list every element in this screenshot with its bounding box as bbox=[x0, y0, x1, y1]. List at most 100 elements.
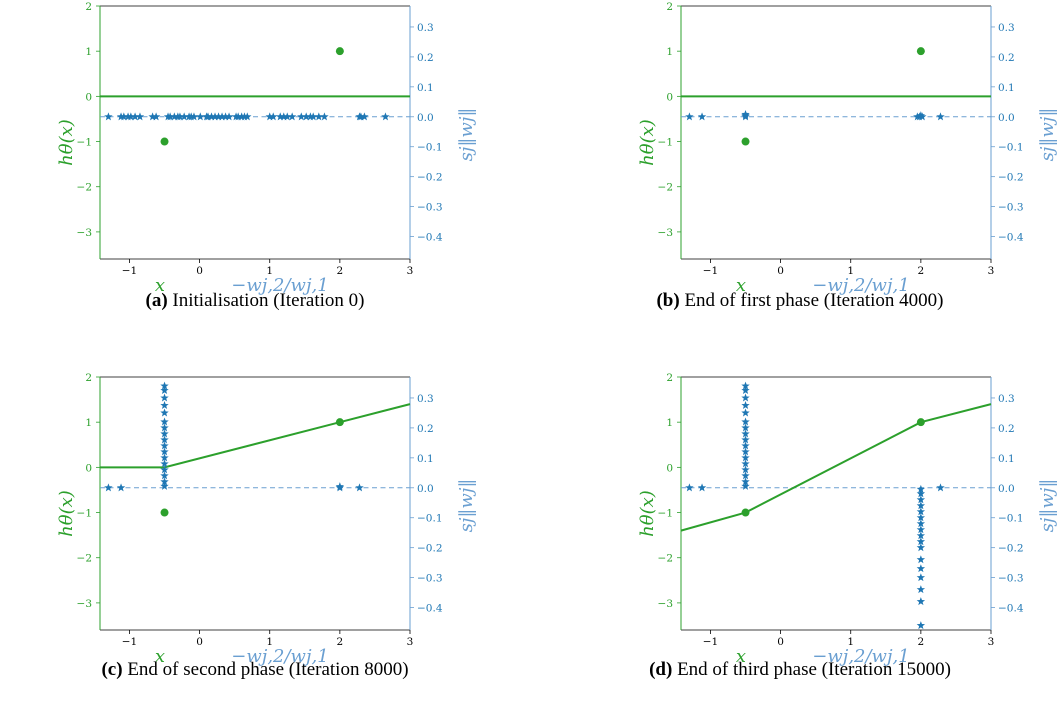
right-y-tick-label: −0.1 bbox=[998, 513, 1024, 525]
x-tick-label: 2 bbox=[918, 265, 925, 277]
neuron-star bbox=[741, 465, 750, 474]
neuron-star bbox=[160, 386, 169, 395]
neuron-star bbox=[126, 112, 136, 121]
left-y-tick-label: −3 bbox=[658, 227, 673, 239]
training-point bbox=[741, 137, 750, 146]
right-y-tick-label: 0.1 bbox=[998, 82, 1015, 94]
neuron-star bbox=[160, 477, 169, 486]
neuron-star bbox=[741, 453, 750, 462]
neuron-star bbox=[741, 401, 750, 409]
left-y-tick-label: −1 bbox=[658, 508, 673, 520]
neuron-star bbox=[302, 112, 311, 121]
left-y-tick-label: 0 bbox=[666, 462, 673, 474]
neuron-star bbox=[355, 483, 364, 492]
neuron-star bbox=[314, 112, 324, 121]
neuron-star bbox=[741, 417, 750, 426]
neuron-star bbox=[309, 112, 318, 121]
neuron-star bbox=[916, 573, 926, 582]
neuron-star bbox=[269, 112, 278, 121]
left-y-tick-label: 1 bbox=[666, 46, 673, 58]
neuron-star bbox=[916, 513, 926, 522]
x-tick-label: −1 bbox=[703, 265, 718, 277]
training-point bbox=[335, 47, 344, 56]
x-tick-label: 0 bbox=[196, 636, 203, 648]
right-y-tick-label: −0.4 bbox=[417, 603, 443, 615]
x-tick-label: 3 bbox=[407, 636, 414, 648]
neuron-star bbox=[741, 459, 750, 468]
x-tick-label: 1 bbox=[847, 265, 854, 277]
caption-tag: (c) bbox=[101, 659, 122, 680]
neuron-star bbox=[160, 381, 169, 390]
left-y-tick-label: −3 bbox=[77, 227, 92, 239]
neuron-star bbox=[160, 401, 169, 409]
neuron-star bbox=[160, 453, 169, 462]
x-tick-label: 1 bbox=[847, 636, 854, 648]
chart-panel-d: −1 0 1 2 3 −3 −2 −1 0 1 2 −0.4 −0.3 −0.2 −0.1 0.0 0.1 0.2… bbox=[637, 372, 1058, 680]
x-axis-label: x bbox=[736, 646, 746, 667]
caption-text: End of second phase (Iteration 8000) bbox=[123, 659, 409, 680]
neuron-star bbox=[697, 483, 707, 492]
training-point bbox=[160, 508, 169, 517]
caption-text: Initialisation (Iteration 0) bbox=[168, 290, 365, 311]
neuron-star bbox=[160, 423, 169, 432]
chart-panel-a: −1 0 1 2 3 −3 −2 −1 0 1 2 −0.4 −0.3 −0.2 −0.1 0.0 0.1 0.2… bbox=[56, 1, 477, 311]
neuron-star bbox=[160, 417, 169, 426]
right-y-tick-label: −0.1 bbox=[417, 513, 443, 525]
panel-caption: (c) End of second phase (Iteration 8000) bbox=[101, 659, 408, 680]
x-tick-label: 2 bbox=[337, 636, 344, 648]
right-y-tick-label: −0.2 bbox=[417, 172, 443, 184]
neuron-star bbox=[160, 429, 169, 438]
right-y-tick-label: 0.0 bbox=[998, 483, 1015, 495]
neuron-star bbox=[160, 447, 169, 456]
right-y-tick-label: 0.2 bbox=[417, 423, 434, 435]
left-y-tick-label: 2 bbox=[85, 372, 92, 384]
neuron-star bbox=[916, 543, 926, 552]
neuron-star bbox=[119, 112, 129, 121]
caption-tag: (d) bbox=[649, 659, 672, 680]
right-y-tick-label: −0.2 bbox=[998, 172, 1024, 184]
neuron-star bbox=[936, 483, 945, 492]
left-y-tick-label: −2 bbox=[77, 553, 92, 565]
x-axis-secondary-label: −wj,2/wj,1 bbox=[812, 275, 909, 296]
training-point bbox=[741, 508, 750, 517]
neuron-star bbox=[916, 621, 926, 630]
x-axis-secondary-label: −wj,2/wj,1 bbox=[231, 275, 328, 296]
training-point bbox=[916, 418, 925, 427]
right-y-tick-label: −0.2 bbox=[998, 543, 1024, 555]
neuron-star bbox=[165, 112, 175, 121]
left-axis-label: hθ(x) bbox=[637, 490, 658, 537]
neuron-star bbox=[916, 501, 926, 510]
neuron-star bbox=[741, 381, 750, 390]
right-y-tick-label: −0.4 bbox=[998, 232, 1024, 244]
neuron-star bbox=[916, 531, 926, 540]
left-y-tick-label: 2 bbox=[666, 372, 673, 384]
x-axis-secondary-label: −wj,2/wj,1 bbox=[231, 646, 328, 667]
neuron-star bbox=[224, 112, 234, 121]
left-y-tick-label: 1 bbox=[666, 417, 673, 429]
x-tick-label: 0 bbox=[196, 265, 203, 277]
neuron-star bbox=[283, 112, 292, 121]
neuron-star bbox=[381, 112, 390, 121]
right-y-tick-label: −0.1 bbox=[417, 142, 443, 154]
right-y-tick-label: −0.2 bbox=[417, 543, 443, 555]
neuron-star bbox=[741, 441, 750, 450]
neuron-star bbox=[916, 564, 926, 573]
x-axis-label: x bbox=[155, 275, 165, 296]
neuron-star bbox=[160, 393, 169, 402]
right-y-tick-label: 0.2 bbox=[417, 52, 434, 64]
neuron-star bbox=[160, 408, 169, 417]
neuron-star bbox=[160, 465, 169, 474]
neuron-star bbox=[179, 112, 189, 121]
neuron-star bbox=[104, 112, 113, 121]
neuron-star bbox=[916, 489, 926, 498]
left-axis-label: hθ(x) bbox=[637, 119, 658, 166]
right-axis-label: sj‖wj‖ bbox=[456, 479, 477, 533]
caption-tag: (a) bbox=[146, 290, 168, 311]
neuron-star bbox=[916, 525, 926, 534]
right-y-tick-label: 0.1 bbox=[417, 82, 434, 94]
x-tick-label: 1 bbox=[266, 265, 273, 277]
neuron-star bbox=[741, 447, 750, 456]
neuron-star bbox=[203, 112, 213, 121]
x-axis-secondary-label: −wj,2/wj,1 bbox=[812, 646, 909, 667]
